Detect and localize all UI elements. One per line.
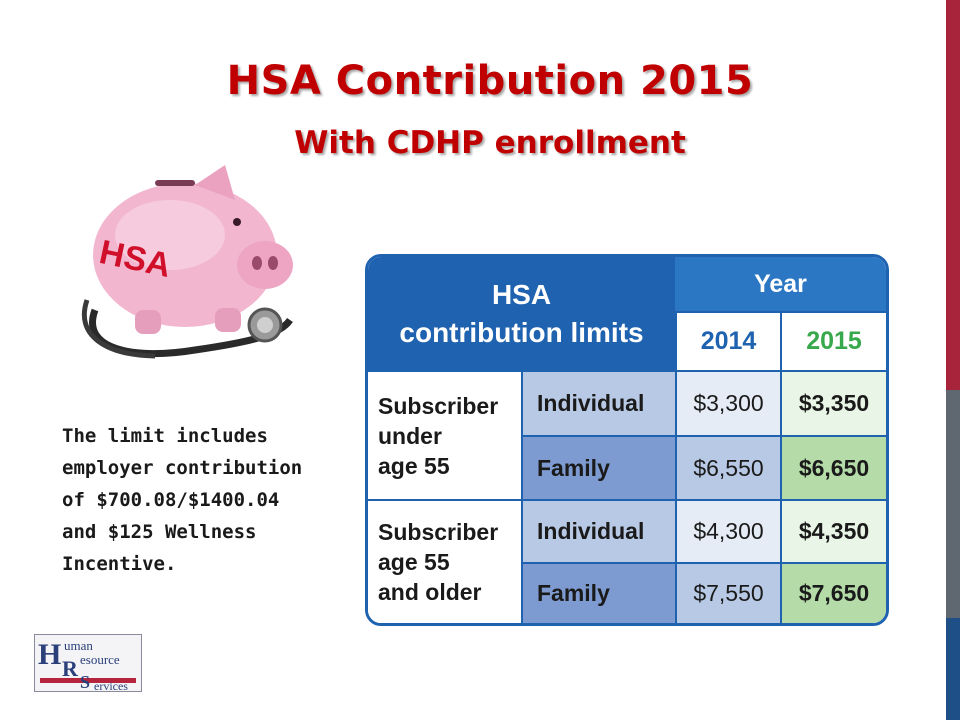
hr-services-logo: H R S uman esource ervices [34,634,142,692]
logo-initial-r: R [62,656,79,681]
slide-title: HSA Contribution 2015 [226,58,754,104]
limit-2015-cell: $7,650 [780,562,886,623]
group-label-line: age 55 [378,549,450,575]
slide-subtitle: With CDHP enrollment [294,125,686,161]
limit-2015-cell: $6,650 [780,435,886,499]
coverage-type-cell: Individual [523,370,675,435]
coverage-type-cell: Family [523,562,675,623]
accent-bar [946,0,960,720]
logo-line-3: ervices [94,679,128,692]
accent-bar-gray [946,390,960,618]
group-label-line: Subscriber [378,519,499,545]
table-header-title: HSA contribution limits [368,257,675,370]
group-label-line: age 55 [378,452,450,479]
contribution-limits-table: HSA contribution limits Year 2014 2015 S… [365,254,889,626]
limit-2014-cell: $7,550 [675,562,780,623]
accent-bar-blue [946,618,960,720]
limit-2014-cell: $6,550 [675,435,780,499]
group-label-line: and older [378,579,482,605]
group-under-55-label: Subscriber under age 55 [368,370,523,499]
accent-bar-red [946,0,960,390]
limit-2015-cell: $3,350 [780,370,886,435]
year-header: Year [675,257,886,311]
piggy-bank-image: HSA [81,165,293,359]
limit-2014-cell: $3,300 [675,370,780,435]
limit-2014-cell: $4,300 [675,499,780,562]
contribution-note: The limit includes employer contribution… [62,425,303,575]
logo-initial-s: S [80,672,90,692]
group-label-line: Subscriber [378,392,499,419]
table-header-line1: HSA [491,278,552,310]
table-header-line2: contribution limits [399,316,644,348]
logo-line-1: uman [64,638,93,653]
year-2015-header: 2015 [780,311,886,370]
logo-initial-h: H [38,638,61,671]
group-55-older-label: Subscriber age 55 and older [368,499,523,623]
year-2014-header: 2014 [675,311,780,370]
coverage-type-cell: Family [523,435,675,499]
logo-line-2: esource [80,652,120,667]
limit-2015-cell: $4,350 [780,499,886,562]
coverage-type-cell: Individual [523,499,675,562]
group-label-line: under [378,422,442,449]
